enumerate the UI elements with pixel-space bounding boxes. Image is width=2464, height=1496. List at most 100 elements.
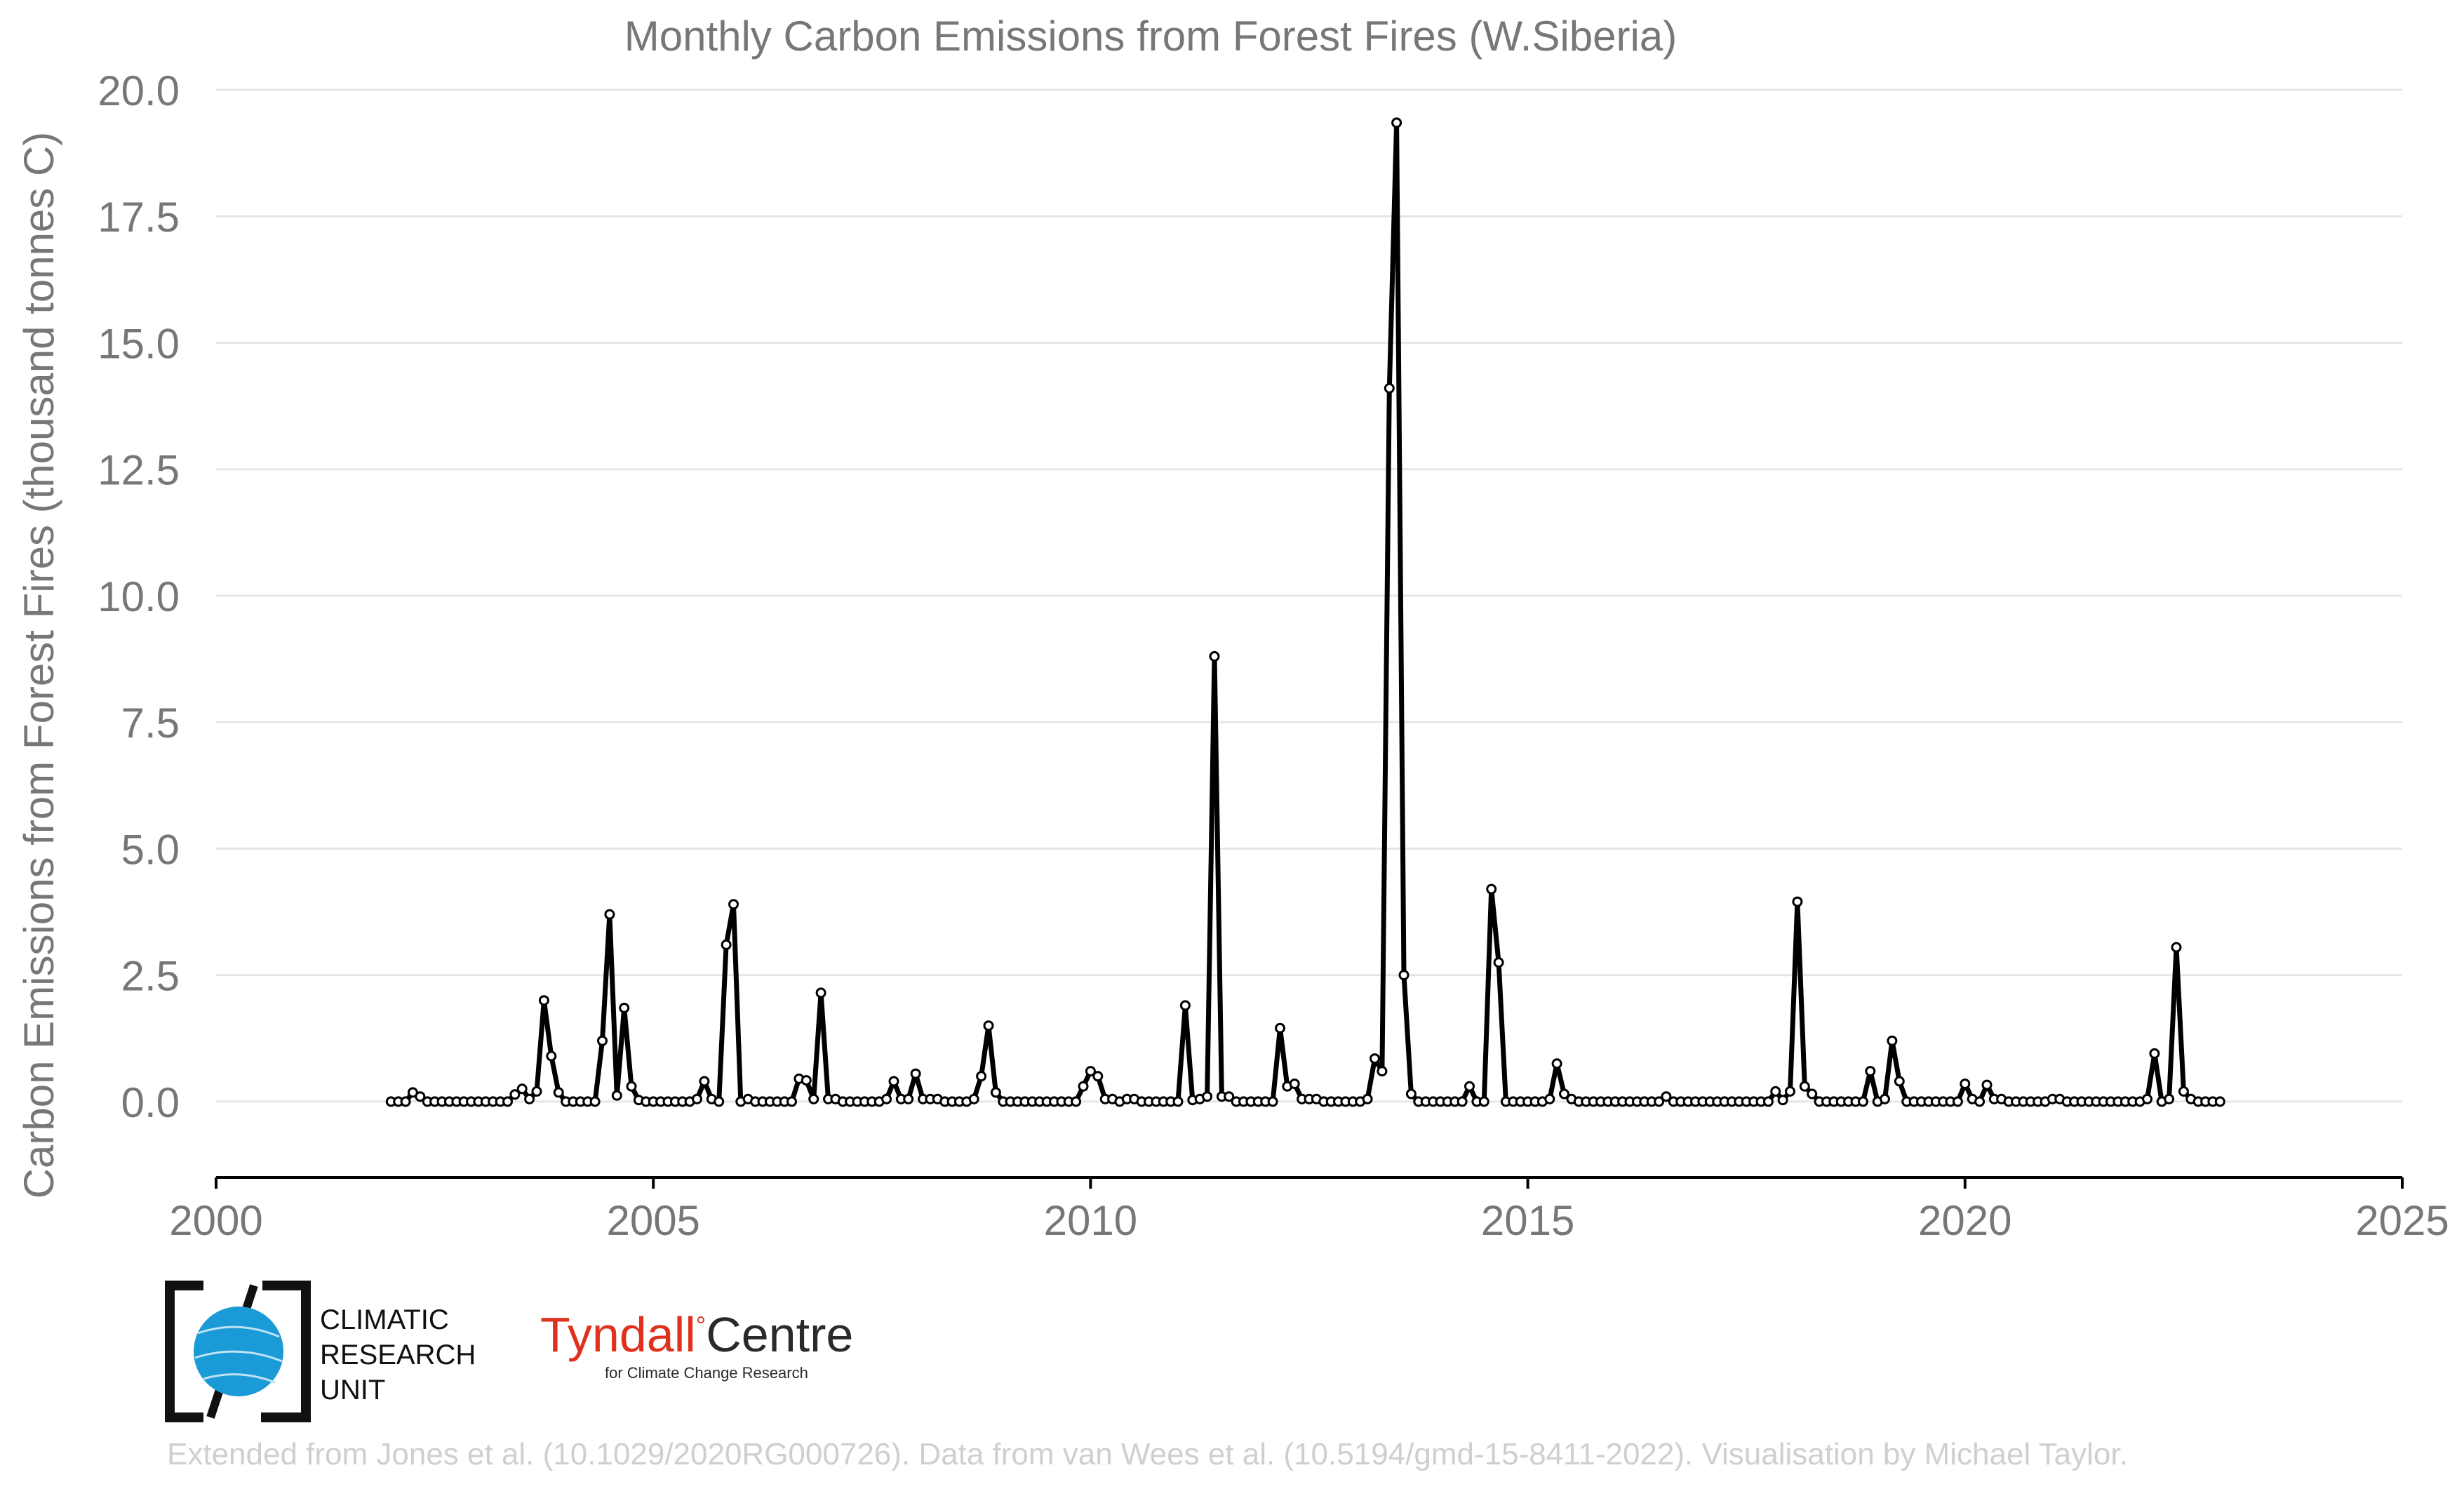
data-point — [1362, 1093, 1373, 1104]
data-point — [1275, 1022, 1285, 1034]
data-point — [1377, 1066, 1388, 1077]
data-point — [968, 1093, 979, 1104]
tyndall-name: Tyndall — [540, 1307, 696, 1362]
data-point — [2149, 1048, 2160, 1059]
x-tick-label: 2015 — [1481, 1197, 1574, 1244]
data-point — [2178, 1086, 2189, 1097]
y-tick-label: 5.0 — [121, 826, 180, 873]
data-point — [502, 1096, 513, 1107]
data-point — [976, 1071, 987, 1082]
data-point — [692, 1093, 702, 1104]
data-point — [1370, 1053, 1380, 1064]
x-axis-tick-labels: 2000 2005 2010 2015 2020 2025 — [169, 1197, 2449, 1244]
data-point — [1960, 1078, 1971, 1090]
data-point — [808, 1093, 819, 1104]
x-tick-label: 2005 — [606, 1197, 699, 1244]
data-point — [1267, 1096, 1278, 1107]
data-point — [721, 939, 732, 950]
data-point — [1880, 1093, 1890, 1104]
data-point — [1559, 1088, 1569, 1100]
data-point — [815, 987, 826, 999]
data-point — [1209, 650, 1220, 662]
x-axis — [215, 1176, 2404, 1189]
data-point — [910, 1068, 921, 1079]
data-point — [1792, 896, 1803, 907]
data-point — [2214, 1096, 2225, 1107]
data-point — [888, 1076, 899, 1087]
data-point — [1807, 1088, 1818, 1100]
y-tick-label: 2.5 — [121, 953, 180, 1000]
data-point — [1405, 1088, 1417, 1100]
gridlines — [216, 88, 2402, 1103]
data-point — [1224, 1091, 1235, 1102]
data-point — [1865, 1066, 1876, 1077]
y-tick-label: 20.0 — [98, 67, 180, 114]
data-point — [509, 1089, 521, 1100]
data-point — [990, 1087, 1001, 1098]
y-axis-label: Carbon Emissions from Forest Fires (thou… — [15, 132, 62, 1199]
data-point — [1981, 1079, 1993, 1090]
data-point — [2171, 942, 2182, 953]
y-tick-label: 10.0 — [98, 573, 180, 620]
x-tick-label: 2010 — [1044, 1197, 1137, 1244]
data-point — [524, 1093, 535, 1104]
data-point — [546, 1050, 557, 1062]
data-point — [1398, 970, 1410, 981]
data-point — [1085, 1066, 1096, 1077]
data-point — [1785, 1086, 1795, 1097]
y-tick-label: 12.5 — [98, 447, 180, 494]
cru-line-1: CLIMATIC — [320, 1304, 449, 1335]
tyndall-centre: Centre — [706, 1307, 854, 1362]
data-point — [1202, 1091, 1213, 1102]
data-point — [881, 1093, 892, 1104]
data-point — [1478, 1096, 1489, 1107]
y-axis-tick-labels: 0.0 2.5 5.0 7.5 10.0 12.5 15.0 17.5 20.0 — [98, 67, 180, 1126]
x-tick-label: 2020 — [1918, 1197, 2011, 1244]
data-point — [1762, 1096, 1774, 1107]
series-emissions — [385, 117, 2225, 1107]
data-point — [786, 1096, 797, 1107]
data-point — [415, 1091, 426, 1102]
data-point — [400, 1096, 411, 1107]
data-point — [1770, 1086, 1781, 1097]
data-point — [1857, 1096, 1868, 1107]
data-point — [1661, 1091, 1672, 1102]
data-point — [1092, 1071, 1104, 1082]
data-point — [1172, 1096, 1184, 1107]
data-point — [1544, 1093, 1555, 1104]
data-point — [538, 995, 549, 1006]
data-point — [1952, 1096, 1963, 1107]
tyndall-logo: Tyndall°Centre for Climate Change Resear… — [540, 1307, 854, 1382]
data-point — [619, 1003, 630, 1013]
data-point — [714, 1096, 725, 1107]
data-point — [589, 1096, 601, 1107]
data-point — [531, 1086, 542, 1097]
data-point — [1384, 382, 1395, 394]
data-point — [699, 1076, 710, 1087]
data-point — [516, 1083, 528, 1095]
data-point — [1799, 1081, 1810, 1092]
data-point — [1551, 1058, 1562, 1069]
data-point — [801, 1075, 812, 1086]
data-point — [553, 1087, 564, 1098]
data-point — [597, 1035, 608, 1046]
data-point — [626, 1081, 637, 1092]
cru-logo-text: CLIMATIC RESEARCH UNIT — [320, 1302, 476, 1408]
y-tick-label: 15.0 — [98, 320, 180, 367]
data-point — [1457, 1096, 1468, 1107]
data-point — [1071, 1096, 1082, 1107]
y-tick-label: 17.5 — [98, 194, 180, 241]
data-point — [1078, 1081, 1089, 1092]
data-point — [1289, 1078, 1300, 1090]
data-point — [1777, 1095, 1788, 1106]
cru-line-2: RESEARCH — [320, 1340, 476, 1370]
tyndall-degree: ° — [695, 1311, 707, 1340]
x-tick-label: 2000 — [169, 1197, 262, 1244]
data-point — [983, 1020, 994, 1031]
cru-logo — [165, 1281, 311, 1422]
data-point — [1894, 1076, 1905, 1087]
data-point — [2164, 1093, 2175, 1104]
tyndall-subtitle: for Climate Change Research — [605, 1364, 808, 1382]
y-tick-label: 7.5 — [121, 700, 180, 747]
data-point — [903, 1093, 914, 1104]
